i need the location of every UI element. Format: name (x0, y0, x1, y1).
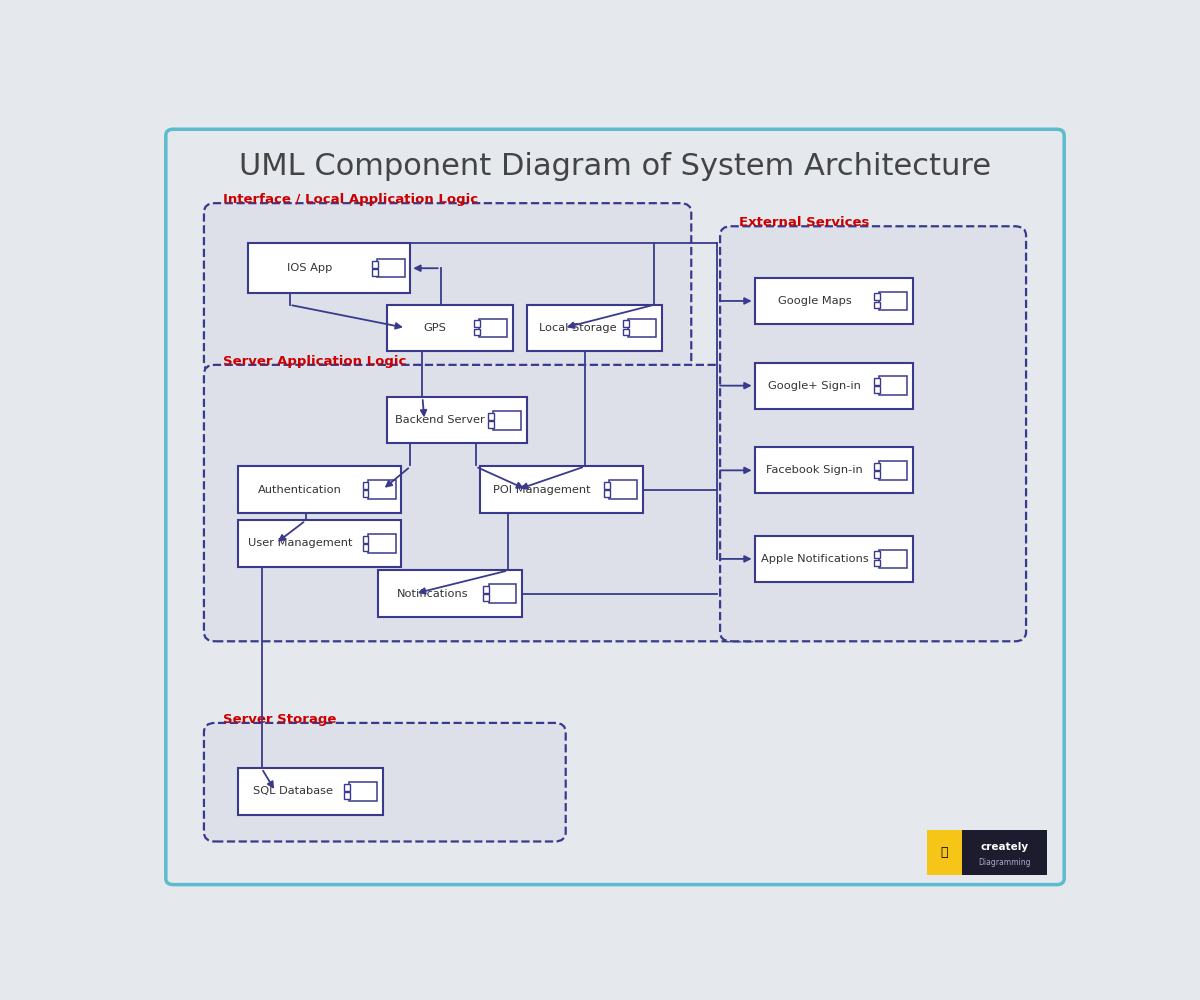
FancyBboxPatch shape (874, 293, 880, 300)
FancyBboxPatch shape (488, 421, 494, 428)
FancyBboxPatch shape (527, 305, 661, 351)
FancyBboxPatch shape (372, 269, 378, 276)
FancyBboxPatch shape (755, 447, 913, 493)
FancyBboxPatch shape (204, 723, 565, 841)
Text: GPS: GPS (424, 323, 446, 333)
FancyBboxPatch shape (623, 320, 629, 327)
FancyBboxPatch shape (874, 302, 880, 308)
FancyBboxPatch shape (755, 536, 913, 582)
FancyBboxPatch shape (479, 319, 508, 337)
FancyBboxPatch shape (367, 480, 396, 499)
FancyBboxPatch shape (474, 329, 480, 335)
Text: Facebook Sign-in: Facebook Sign-in (767, 465, 863, 475)
Text: IOS App: IOS App (287, 263, 332, 273)
FancyBboxPatch shape (474, 320, 480, 327)
FancyBboxPatch shape (388, 305, 512, 351)
Text: Server Application Logic: Server Application Logic (222, 355, 406, 368)
FancyBboxPatch shape (239, 520, 401, 567)
FancyBboxPatch shape (874, 463, 880, 470)
FancyBboxPatch shape (874, 560, 880, 566)
FancyBboxPatch shape (874, 386, 880, 393)
FancyBboxPatch shape (623, 329, 629, 335)
Text: Diagramming: Diagramming (978, 858, 1031, 867)
FancyBboxPatch shape (926, 830, 1048, 875)
FancyBboxPatch shape (628, 319, 656, 337)
FancyBboxPatch shape (488, 413, 494, 420)
FancyBboxPatch shape (880, 550, 907, 568)
FancyBboxPatch shape (880, 292, 907, 310)
FancyBboxPatch shape (362, 544, 368, 551)
FancyBboxPatch shape (344, 792, 350, 799)
Text: SQL Database: SQL Database (253, 786, 334, 796)
FancyBboxPatch shape (874, 471, 880, 478)
FancyBboxPatch shape (720, 226, 1026, 641)
Text: Notifications: Notifications (397, 589, 468, 599)
FancyBboxPatch shape (755, 278, 913, 324)
Text: External Services: External Services (739, 216, 869, 229)
FancyBboxPatch shape (344, 784, 350, 791)
Text: 💡: 💡 (941, 846, 948, 859)
Text: Backend Server: Backend Server (395, 415, 485, 425)
Text: Google Maps: Google Maps (778, 296, 852, 306)
Text: creately: creately (980, 842, 1028, 852)
Text: Local Storage: Local Storage (539, 323, 617, 333)
FancyBboxPatch shape (488, 584, 516, 603)
Text: Google+ Sign-in: Google+ Sign-in (768, 381, 862, 391)
FancyBboxPatch shape (605, 490, 611, 497)
FancyBboxPatch shape (926, 830, 962, 875)
Text: Server Storage: Server Storage (222, 713, 336, 726)
FancyBboxPatch shape (372, 261, 378, 268)
FancyBboxPatch shape (377, 259, 404, 277)
FancyBboxPatch shape (484, 586, 490, 593)
FancyBboxPatch shape (484, 594, 490, 601)
FancyBboxPatch shape (362, 490, 368, 497)
FancyBboxPatch shape (362, 536, 368, 543)
Text: UML Component Diagram of System Architecture: UML Component Diagram of System Architec… (239, 152, 991, 181)
FancyBboxPatch shape (874, 551, 880, 558)
FancyBboxPatch shape (239, 466, 401, 513)
FancyBboxPatch shape (755, 363, 913, 409)
Text: Interface / Local Application Logic: Interface / Local Application Logic (222, 193, 478, 206)
FancyBboxPatch shape (480, 466, 643, 513)
FancyBboxPatch shape (204, 365, 761, 641)
FancyBboxPatch shape (166, 129, 1064, 885)
FancyBboxPatch shape (493, 411, 521, 430)
FancyBboxPatch shape (204, 203, 691, 372)
FancyBboxPatch shape (388, 397, 527, 443)
FancyBboxPatch shape (874, 378, 880, 385)
FancyBboxPatch shape (367, 534, 396, 553)
Text: POI Management: POI Management (493, 485, 590, 495)
FancyBboxPatch shape (880, 376, 907, 395)
FancyBboxPatch shape (362, 482, 368, 489)
FancyBboxPatch shape (247, 243, 410, 293)
FancyBboxPatch shape (378, 570, 522, 617)
FancyBboxPatch shape (605, 482, 611, 489)
FancyBboxPatch shape (880, 461, 907, 480)
FancyBboxPatch shape (239, 768, 383, 815)
Text: User Management: User Management (248, 538, 353, 548)
Text: Authentication: Authentication (258, 485, 342, 495)
FancyBboxPatch shape (349, 782, 377, 801)
Text: Apple Notifications: Apple Notifications (761, 554, 869, 564)
FancyBboxPatch shape (610, 480, 637, 499)
